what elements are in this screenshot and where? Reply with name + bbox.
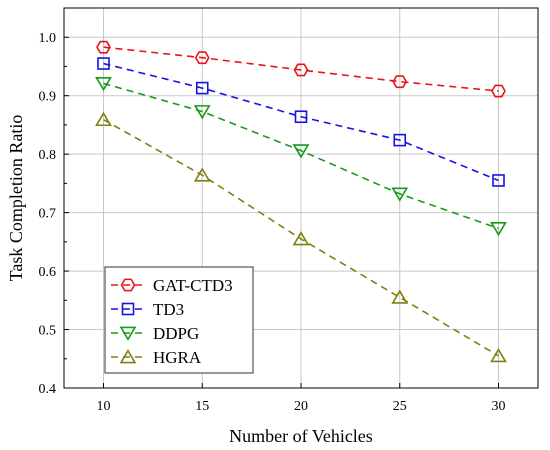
legend-item-gat-ctd3: GAT-CTD3 xyxy=(111,276,233,295)
data-point-ddpg xyxy=(490,222,507,237)
series-ddpg xyxy=(95,77,507,237)
data-point-gat-ctd3 xyxy=(491,84,506,98)
y-tick-label: 0.8 xyxy=(39,148,57,163)
series-line-gat-ctd3 xyxy=(103,46,499,92)
data-point-gat-ctd3 xyxy=(96,40,111,54)
legend-marker xyxy=(120,278,136,292)
data-point-td3 xyxy=(393,133,407,147)
series-line-td3 xyxy=(103,62,499,182)
legend-marker xyxy=(121,302,135,316)
series-td3 xyxy=(97,57,505,187)
legend-label: DDPG xyxy=(153,324,199,343)
data-point-hgra xyxy=(391,289,409,304)
data-point-hgra xyxy=(95,111,112,127)
data-point-hgra xyxy=(490,347,507,363)
x-axis-label: Number of Vehicles xyxy=(229,426,373,446)
data-point-ddpg xyxy=(292,144,310,159)
legend-marker xyxy=(119,349,137,364)
y-tick-label: 0.4 xyxy=(39,382,57,397)
legend-label: HGRA xyxy=(153,348,202,367)
y-tick-label: 0.6 xyxy=(39,265,57,280)
x-tick-label: 15 xyxy=(195,399,209,414)
axis-ticks: 10 15 20 25 30 0.4 0.5 0.6 0.7 0.8 0.9 1.0 xyxy=(39,31,506,414)
data-point-td3 xyxy=(97,57,110,70)
series-gat-ctd3 xyxy=(96,40,506,98)
data-point-ddpg xyxy=(193,105,211,120)
data-point-hgra xyxy=(193,167,211,182)
legend-label: TD3 xyxy=(153,300,184,319)
series-group xyxy=(95,40,507,363)
y-tick-label: 0.9 xyxy=(39,90,57,105)
series-line-hgra xyxy=(103,118,499,357)
legend-item-ddpg: DDPG xyxy=(111,324,199,343)
data-point-hgra xyxy=(292,231,310,246)
legend-item-td3: TD3 xyxy=(111,300,184,319)
y-tick-label: 0.7 xyxy=(39,207,57,222)
data-point-ddpg xyxy=(391,187,409,202)
series-hgra xyxy=(95,111,507,363)
legend: GAT-CTD3 TD3 DDPG HGRA xyxy=(104,266,254,374)
legend-label: GAT-CTD3 xyxy=(153,276,233,295)
data-point-gat-ctd3 xyxy=(194,51,210,65)
legend-item-hgra: HGRA xyxy=(111,348,202,367)
data-point-gat-ctd3 xyxy=(392,75,408,89)
y-tick-label: 0.5 xyxy=(39,324,57,339)
legend-marker xyxy=(119,326,137,341)
x-tick-label: 10 xyxy=(97,399,111,414)
data-point-td3 xyxy=(492,174,505,187)
data-point-ddpg xyxy=(95,77,112,92)
data-point-gat-ctd3 xyxy=(293,63,309,77)
x-tick-label: 20 xyxy=(294,399,308,414)
y-tick-label: 1.0 xyxy=(39,31,57,46)
data-point-td3 xyxy=(294,110,308,124)
data-point-td3 xyxy=(195,81,209,95)
x-tick-label: 25 xyxy=(393,399,407,414)
y-axis-label: Task Completion Ratio xyxy=(6,115,26,282)
x-tick-label: 30 xyxy=(492,399,506,414)
series-line-ddpg xyxy=(103,82,499,230)
